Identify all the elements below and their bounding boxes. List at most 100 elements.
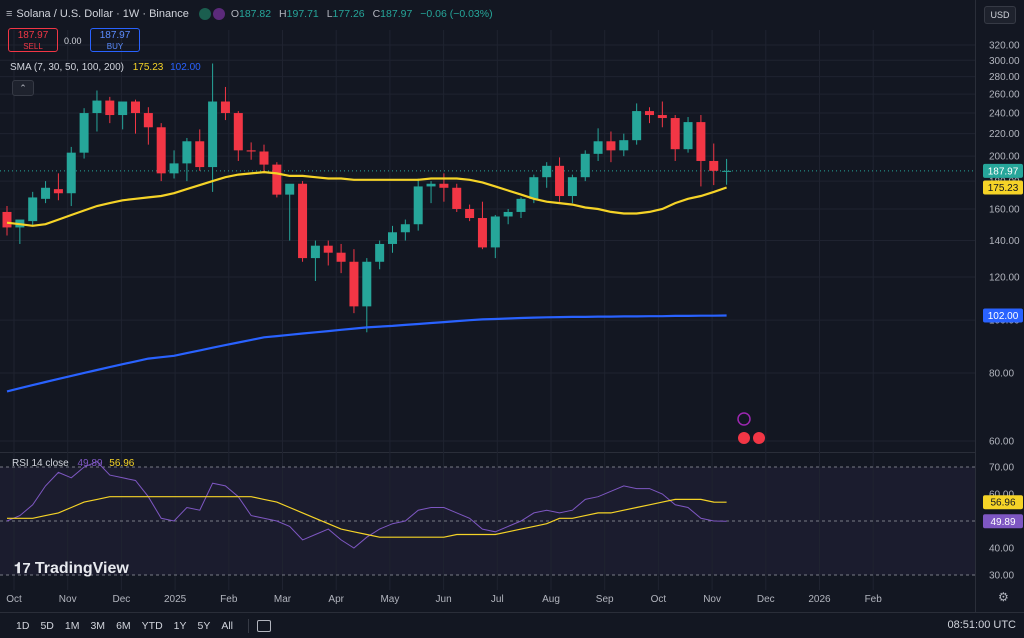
share-icon[interactable] [212,8,225,20]
range-5d[interactable]: 5D [40,619,54,632]
time-tick-label: Dec [113,594,131,605]
time-tick-label: 2026 [808,594,831,605]
range-1y[interactable]: 1Y [173,619,187,632]
candle-body [310,245,320,259]
price-label-text: 175.23 [988,183,1019,194]
candle-body [220,101,230,114]
candle-body [645,111,654,116]
calendar-icon[interactable] [257,619,272,632]
sma-legend[interactable]: SMA (7, 30, 50, 100, 200) 175.23 102.00 [10,62,201,73]
candle-body [362,261,372,307]
rsi-legend[interactable]: RSI 14 close 49.89 56.96 [12,458,134,469]
time-tick-label: Jun [436,594,452,605]
price-tick-label: 140.00 [989,236,1020,247]
bottom-toolbar: 1D 5D 1M 3M 6M YTD 1Y 5Y All 08:51:00 UT… [0,612,1024,638]
candle-body [400,224,410,233]
candle-body [2,211,12,228]
range-5y[interactable]: 5Y [197,619,211,632]
rsi-value-box [983,495,1023,510]
time-tick-label: 2025 [164,594,187,605]
utc-clock[interactable]: 08:51:00 UTC [947,619,1016,631]
candle-body [53,189,63,194]
time-tick-label: Dec [757,594,775,605]
price-axis-border [975,0,976,612]
settings-gear-icon[interactable]: ⚙ [998,590,1009,604]
chart-canvas[interactable]: 60.0080.00100.00120.00140.00160.00180.00… [0,0,1024,612]
range-6m[interactable]: 6M [116,619,131,632]
price-tick-label: 80.00 [989,368,1014,379]
menu-icon[interactable]: ≡ [6,8,13,20]
time-tick-label: Apr [328,594,344,605]
candle-body [632,111,642,141]
buy-button[interactable]: 187.97 BUY [90,28,140,52]
sell-button[interactable]: 187.97 SELL [8,28,58,52]
rsi-value-1: 49.89 [77,458,103,469]
rsi-value-text: 56.96 [990,498,1015,509]
price-label-text: 102.00 [988,311,1019,322]
rsi-line [6,461,727,549]
candle-body [375,243,385,262]
candle-body [131,101,140,114]
candle-body [542,165,552,178]
candle-body [118,101,128,116]
price-tick-label: 60.00 [989,437,1014,448]
tradingview-logo[interactable]: 𝟏7 TradingView [14,560,129,578]
time-tick-label: Oct [651,594,667,605]
time-tick-label: Feb [220,594,238,605]
candle-body [143,113,153,128]
buy-label: BUY [106,42,124,51]
earnings-flag-icon [753,432,765,444]
price-label-box [983,308,1023,323]
sell-label: SELL [23,42,43,51]
rsi-tick-label: 30.00 [989,571,1014,582]
sma-yellow-line [6,170,727,227]
symbol-title[interactable]: Solana / U.S. Dollar · 1W · Binance [16,8,189,20]
rsi-value-box [983,514,1023,529]
spread-value: 0.00 [64,36,82,46]
rsi-tick-label: 60.00 [989,490,1014,501]
eye-icon[interactable] [198,8,211,20]
time-tick-label: Oct [6,594,22,605]
price-tick-label: 280.00 [989,72,1020,83]
candle-body [529,177,539,199]
candle-body [169,163,179,174]
candle-body [580,153,590,178]
candle-body [555,165,565,197]
price-tick-label: 160.00 [989,204,1020,215]
candle-body [516,198,526,212]
price-tick-label: 240.00 [989,109,1020,120]
range-1d[interactable]: 1D [16,619,30,632]
candle-body [426,183,436,187]
candle-body [465,208,475,219]
range-1m[interactable]: 1M [64,619,80,632]
candle-body [105,100,115,116]
candle-body [503,211,513,217]
candle-body [272,164,282,195]
pane-separator [0,452,975,453]
candle-body [246,150,256,152]
chart-header: ≡ Solana / U.S. Dollar · 1W · Binance O1… [0,0,975,28]
range-ytd[interactable]: YTD [141,619,163,632]
time-tick-label: May [380,594,399,605]
candle-body [66,152,76,194]
candle-body [619,140,629,151]
sell-price: 187.97 [17,30,49,41]
collapse-indicators-button[interactable]: ⌃ [12,80,34,96]
range-3m[interactable]: 3M [90,619,106,632]
price-label-text: 187.97 [988,166,1019,177]
time-tick-label: Sep [596,594,614,605]
candle-body [709,160,719,171]
rsi-ma-line [7,496,727,538]
rsi-tick-label: 40.00 [989,544,1014,555]
candle-body [490,216,500,248]
currency-selector[interactable]: USD [984,6,1016,24]
sma-value-2: 102.00 [170,62,201,73]
candle-body [233,113,243,151]
time-tick-label: Mar [274,594,292,605]
candle-body [92,100,102,114]
candle-body [606,141,616,151]
time-tick-label: Nov [59,594,77,605]
candle-body [439,183,449,188]
tv-logo-icon: 𝟏7 [14,560,35,577]
range-all[interactable]: All [221,619,234,632]
